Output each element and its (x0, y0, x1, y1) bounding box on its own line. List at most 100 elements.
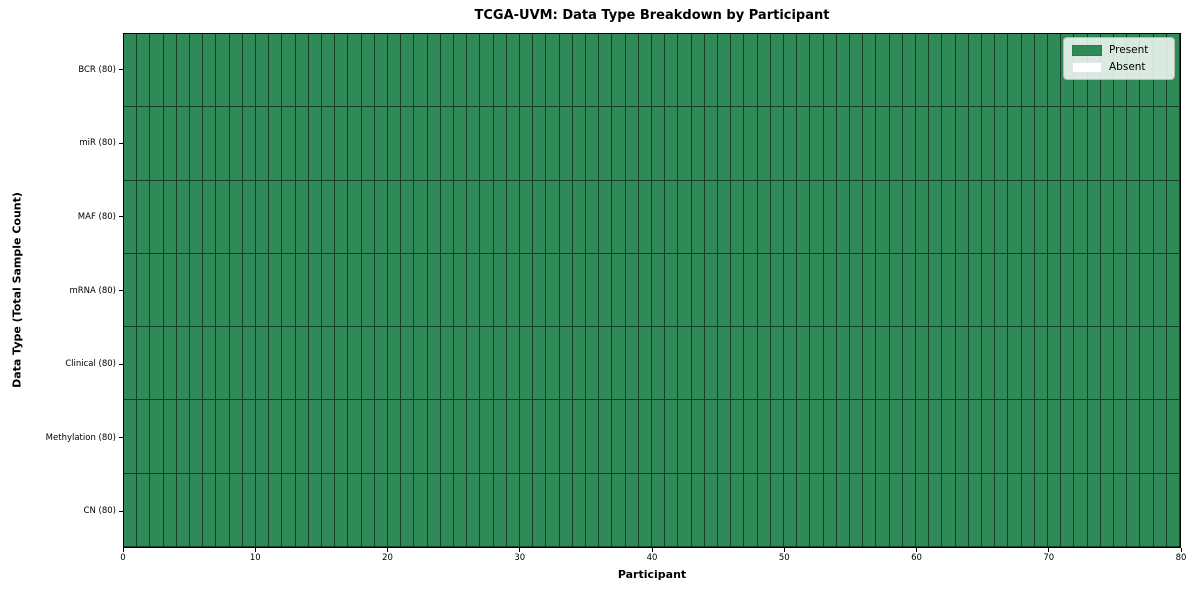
heatmap-cell (348, 180, 362, 254)
heatmap-cell (915, 180, 930, 254)
heatmap-cell (1113, 107, 1128, 181)
heatmap-cell (427, 107, 441, 181)
heatmap-cell (321, 327, 336, 401)
heatmap-cell (255, 473, 270, 547)
heatmap-cell (506, 180, 520, 254)
heatmap-cell (849, 180, 864, 254)
heatmap-cell (361, 327, 375, 401)
heatmap-cell (1113, 180, 1128, 254)
heatmap-cell (387, 253, 402, 328)
y-tick-label: mRNA (80) (69, 285, 116, 296)
heatmap-cell (467, 400, 481, 474)
x-tick-label: 30 (514, 553, 526, 563)
heatmap-cell (757, 400, 771, 474)
heatmap-cell (269, 400, 283, 474)
heatmap-cell (797, 327, 811, 401)
heatmap-cell (968, 473, 982, 547)
heatmap-cell (1061, 400, 1075, 474)
heatmap-cell (321, 473, 336, 547)
heatmap-cell (1166, 107, 1180, 181)
heatmap-cell (783, 473, 798, 547)
heatmap-cell (348, 34, 362, 108)
heatmap-cell (902, 107, 916, 181)
heatmap-cell (1153, 327, 1167, 401)
heatmap-cell (955, 34, 969, 108)
heatmap-cell (453, 253, 468, 328)
heatmap-cell (585, 253, 600, 328)
heatmap-cell (453, 34, 468, 108)
heatmap-cell (1087, 400, 1101, 474)
heatmap-cell (691, 253, 705, 328)
heatmap-cell (678, 180, 692, 254)
y-tick-label: miR (80) (79, 138, 116, 149)
heatmap-cell (282, 107, 296, 181)
heatmap-cell (704, 180, 718, 254)
heatmap-cell (889, 400, 903, 474)
heatmap-cell (915, 34, 930, 108)
x-tick-mark (519, 548, 521, 552)
heatmap-cell (242, 473, 256, 547)
heatmap-cell (242, 327, 256, 401)
heatmap-cell (255, 107, 270, 181)
heatmap-cell (295, 180, 309, 254)
heatmap-cell (572, 400, 586, 474)
y-tick-label: Methylation (80) (45, 432, 116, 443)
heatmap-cell (546, 327, 560, 401)
heatmap-cell (704, 107, 718, 181)
heatmap-cell (1047, 327, 1062, 401)
heatmap-cell (176, 253, 190, 328)
heatmap-cell (137, 473, 151, 547)
heatmap-cell (717, 253, 732, 328)
heatmap-cell (559, 180, 573, 254)
heatmap-cell (968, 34, 982, 108)
heatmap-cell (229, 180, 243, 254)
heatmap-cell (348, 473, 362, 547)
heatmap-cell (1127, 400, 1141, 474)
heatmap-cell (1021, 180, 1035, 254)
heatmap-cell (163, 400, 177, 474)
x-tick-label: 40 (646, 553, 658, 563)
x-tick-label: 80 (1175, 553, 1187, 563)
heatmap-cell (1140, 180, 1154, 254)
heatmap-cell (744, 107, 758, 181)
heatmap-cell (1047, 107, 1062, 181)
heatmap-cell (902, 473, 916, 547)
heatmap-cell (678, 327, 692, 401)
heatmap-cell (546, 253, 560, 328)
legend-item-present: Present (1072, 44, 1166, 56)
x-tick-label: 70 (1043, 553, 1055, 563)
heatmap-cell (585, 473, 600, 547)
heatmap-cell (902, 253, 916, 328)
heatmap-cell (269, 327, 283, 401)
heatmap-cell (1008, 107, 1022, 181)
heatmap-cell (915, 327, 930, 401)
heatmap-cell (968, 107, 982, 181)
heatmap-cell (308, 473, 322, 547)
heatmap-cell (295, 327, 309, 401)
heatmap-cell (229, 107, 243, 181)
heatmap-cell (533, 34, 547, 108)
heatmap-cell (124, 107, 138, 181)
heatmap-cell (137, 327, 151, 401)
heatmap-cell (599, 473, 613, 547)
y-tick-label: BCR (80) (78, 64, 116, 75)
heatmap-cell (374, 253, 388, 328)
heatmap-cell (189, 327, 204, 401)
heatmap-cell (942, 400, 956, 474)
heatmap-cell (572, 34, 586, 108)
heatmap-cell (440, 107, 454, 181)
heatmap-cell (638, 327, 652, 401)
heatmap-cell (863, 400, 877, 474)
heatmap-cell (335, 327, 349, 401)
heatmap-cell (981, 400, 996, 474)
heatmap-cell (651, 473, 666, 547)
heatmap-cell (625, 400, 639, 474)
heatmap-cell (401, 34, 415, 108)
heatmap-cell (929, 473, 943, 547)
heatmap-cell (863, 253, 877, 328)
heatmap-cell (427, 327, 441, 401)
heatmap-cell (440, 34, 454, 108)
heatmap-cell (255, 400, 270, 474)
heatmap-cell (440, 253, 454, 328)
heatmap-cell (255, 253, 270, 328)
